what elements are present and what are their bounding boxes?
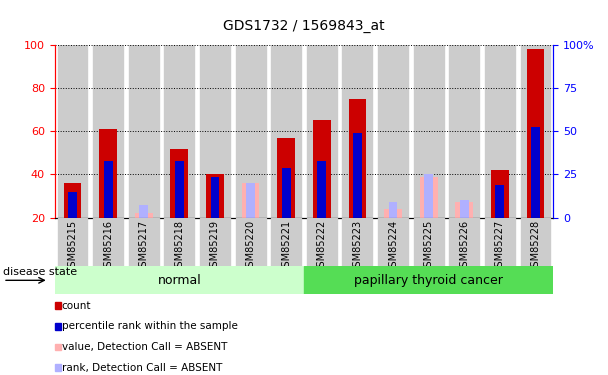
Bar xyxy=(175,161,184,218)
Bar xyxy=(129,45,159,218)
Bar xyxy=(200,45,230,218)
Text: GSM85225: GSM85225 xyxy=(424,220,434,273)
Bar xyxy=(164,217,195,266)
Bar xyxy=(424,174,433,217)
Bar xyxy=(520,217,550,266)
Bar xyxy=(313,120,331,218)
Bar xyxy=(129,217,159,266)
Bar xyxy=(307,217,337,266)
Bar xyxy=(93,217,123,266)
Bar xyxy=(485,217,515,266)
Bar xyxy=(236,217,266,266)
Bar xyxy=(206,174,224,217)
Bar xyxy=(455,202,473,217)
Bar xyxy=(271,217,301,266)
Text: GSM85217: GSM85217 xyxy=(139,220,149,273)
Text: rank, Detection Call = ABSENT: rank, Detection Call = ABSENT xyxy=(62,363,222,372)
Bar xyxy=(449,45,479,218)
Bar xyxy=(135,213,153,217)
Text: GSM85221: GSM85221 xyxy=(281,220,291,273)
Bar xyxy=(420,177,438,218)
Bar xyxy=(449,217,479,266)
Bar xyxy=(527,50,544,217)
Text: disease state: disease state xyxy=(3,267,77,277)
Bar xyxy=(58,45,88,218)
Bar xyxy=(210,177,219,218)
Bar xyxy=(520,45,550,218)
Bar xyxy=(170,148,188,217)
Bar xyxy=(384,209,402,218)
Bar xyxy=(348,99,366,218)
Bar xyxy=(200,217,230,266)
Bar xyxy=(353,134,362,218)
Bar xyxy=(342,45,372,218)
Text: GSM85216: GSM85216 xyxy=(103,220,113,273)
Text: GSM85220: GSM85220 xyxy=(246,220,255,273)
Text: value, Detection Call = ABSENT: value, Detection Call = ABSENT xyxy=(62,342,227,352)
Text: normal: normal xyxy=(157,274,201,287)
Bar xyxy=(236,45,266,218)
Text: GSM85219: GSM85219 xyxy=(210,220,220,273)
Bar xyxy=(317,161,326,218)
Text: GDS1732 / 1569843_at: GDS1732 / 1569843_at xyxy=(223,19,385,33)
Bar xyxy=(104,161,112,218)
Bar xyxy=(164,45,195,218)
Bar xyxy=(55,266,304,294)
Text: percentile rank within the sample: percentile rank within the sample xyxy=(62,321,238,331)
Bar xyxy=(342,217,372,266)
Bar xyxy=(531,127,540,218)
Bar xyxy=(413,45,444,218)
Text: papillary thyroid cancer: papillary thyroid cancer xyxy=(354,274,503,287)
Bar xyxy=(378,217,408,266)
Bar xyxy=(58,217,88,266)
Text: GSM85218: GSM85218 xyxy=(174,220,184,273)
Bar xyxy=(389,202,398,217)
Bar xyxy=(93,45,123,218)
Bar xyxy=(491,170,509,217)
Text: GSM85215: GSM85215 xyxy=(67,220,78,273)
Bar xyxy=(304,266,553,294)
Bar xyxy=(277,138,295,218)
Text: GSM85228: GSM85228 xyxy=(530,220,541,273)
Bar xyxy=(460,200,469,217)
Bar xyxy=(139,205,148,218)
Bar xyxy=(307,45,337,218)
Bar xyxy=(496,185,504,218)
Bar xyxy=(413,217,444,266)
Text: count: count xyxy=(62,301,91,310)
Bar xyxy=(68,192,77,217)
Bar xyxy=(271,45,301,218)
Text: GSM85226: GSM85226 xyxy=(459,220,469,273)
Bar xyxy=(485,45,515,218)
Bar xyxy=(64,183,81,218)
Text: GSM85227: GSM85227 xyxy=(495,220,505,273)
Bar xyxy=(282,168,291,217)
Bar xyxy=(241,183,260,218)
Text: GSM85223: GSM85223 xyxy=(353,220,362,273)
Bar xyxy=(378,45,408,218)
Text: GSM85224: GSM85224 xyxy=(388,220,398,273)
Text: GSM85222: GSM85222 xyxy=(317,220,327,273)
Bar xyxy=(246,183,255,218)
Bar xyxy=(99,129,117,218)
